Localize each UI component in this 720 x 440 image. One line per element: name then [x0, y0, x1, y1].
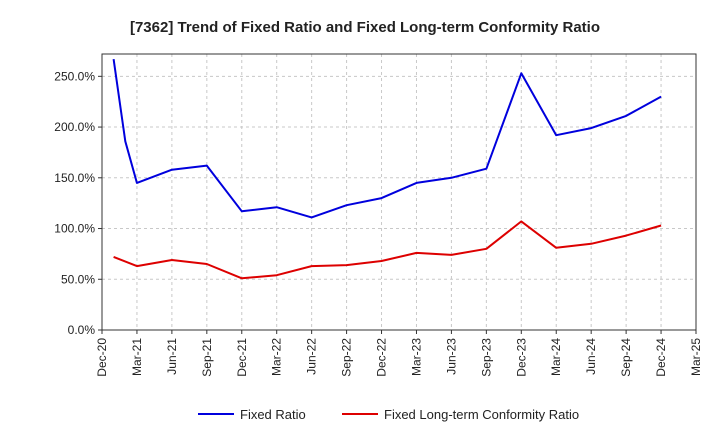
x-tick-label: Sep-22: [340, 338, 354, 377]
x-tick-label: Dec-20: [95, 338, 109, 377]
series-lines: [112, 58, 662, 280]
x-tick-label: Mar-24: [549, 338, 563, 376]
x-tick-label: Sep-21: [200, 338, 214, 377]
x-tick-label: Jun-22: [305, 338, 319, 375]
x-tick-label: Jun-24: [584, 338, 598, 375]
x-tick-label: Dec-23: [514, 338, 528, 377]
plot-frame: [101, 53, 697, 331]
x-tick-label: Dec-22: [375, 338, 389, 377]
x-tick-label: Mar-21: [130, 338, 144, 376]
chart-title: [7362] Trend of Fixed Ratio and Fixed Lo…: [130, 19, 600, 36]
y-tick-label: 100.0%: [54, 222, 95, 236]
x-tick-label: Dec-24: [654, 338, 668, 377]
y-tick-label: 0.0%: [68, 323, 96, 337]
y-tick-label: 150.0%: [54, 171, 95, 185]
x-tick-label: Sep-24: [619, 338, 633, 377]
y-tick-label: 50.0%: [61, 272, 95, 286]
x-tick-label: Mar-23: [409, 338, 423, 376]
x-tick-label: Sep-23: [479, 338, 493, 377]
y-tick-label: 200.0%: [54, 120, 95, 134]
x-tick-label: Mar-22: [270, 338, 284, 376]
x-axis: Dec-20 Mar-21 Jun-21 Sep-21 Dec-21 Mar-22 Jun-…: [95, 330, 703, 377]
legend-label: Fixed Long-term Conformity Ratio: [384, 407, 579, 422]
series-line: [113, 220, 662, 280]
x-tick-label: Mar-25: [689, 338, 703, 376]
legend: Fixed Ratio Fixed Long-term Conformity Ra…: [198, 407, 579, 422]
y-tick-label: 250.0%: [54, 69, 95, 83]
series-line: [112, 58, 662, 219]
x-tick-label: Dec-21: [235, 338, 249, 377]
x-tick-label: Jun-21: [165, 338, 179, 375]
grid: [101, 54, 697, 331]
legend-label: Fixed Ratio: [240, 407, 306, 422]
y-axis: 0.0% 50.0% 100.0% 150.0% 200.0% 250.0%: [54, 69, 102, 337]
x-tick-label: Jun-23: [444, 338, 458, 375]
